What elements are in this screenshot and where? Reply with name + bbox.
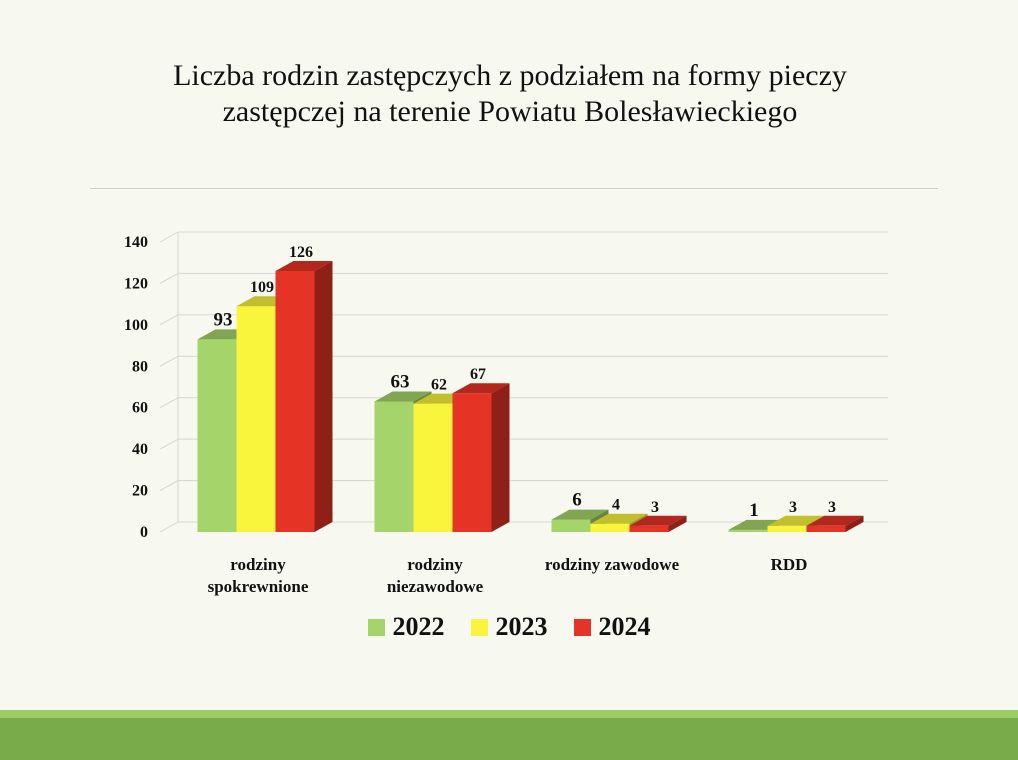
bar (236, 306, 276, 532)
bar-top-face (452, 383, 510, 394)
bar (728, 529, 768, 532)
legend-swatch (367, 618, 385, 636)
footer-band (0, 718, 1018, 760)
chart-title: Liczba rodzin zastępczych z podziałem na… (60, 58, 960, 130)
legend-swatch (470, 618, 488, 636)
data-label: 63 (391, 372, 410, 393)
data-label: 3 (828, 499, 836, 516)
data-label: 109 (250, 279, 274, 296)
title-divider (90, 188, 938, 189)
gridline-depth-3 (159, 397, 179, 409)
bar-chart: 0 20 40 60 80 100 120 140 93 109 126 rodziny spokrew… (124, 231, 888, 596)
gridline-depth-5 (159, 314, 179, 326)
gridline-depth-4 (159, 355, 179, 367)
category-label: rodziny (407, 555, 463, 574)
bar (275, 271, 315, 532)
data-label: 6 (572, 490, 582, 511)
chart-title-line-1: Liczba rodzin zastępczych z podziałem na… (173, 59, 847, 92)
category-label: rodziny zawodowe (545, 555, 680, 574)
bar (452, 393, 492, 532)
y-tick-label: 120 (124, 275, 148, 292)
data-label: 3 (789, 499, 797, 516)
category-label: niezawodowe (387, 577, 484, 596)
bar-top-face (374, 391, 432, 402)
category-label: rodziny (230, 555, 286, 574)
legend-item: 2024 (573, 612, 651, 642)
gridline-depth-7 (159, 231, 179, 243)
y-tick-label: 100 (124, 317, 148, 334)
chart-title-line-2: zastępczej na terenie Powiatu Bolesławie… (222, 95, 798, 128)
data-label: 4 (612, 497, 620, 514)
bar-side-face (668, 515, 687, 532)
bar (374, 401, 414, 532)
bar (590, 523, 630, 532)
gridline-depth-6 (159, 272, 179, 284)
legend-label: 2023 (495, 612, 548, 641)
bar-top-face (590, 513, 648, 524)
gridline-depth-1 (159, 480, 179, 492)
y-tick-label: 80 (132, 358, 148, 375)
legend-label: 2024 (598, 612, 651, 641)
gridline-depth-0 (159, 521, 179, 533)
bar (767, 525, 807, 532)
data-label: 3 (651, 499, 659, 516)
y-tick-label: 40 (132, 441, 148, 458)
bar-side-face (314, 261, 333, 532)
bar (197, 339, 237, 532)
data-label: 67 (470, 366, 486, 383)
bar-top-face (629, 515, 687, 526)
legend-label: 2022 (392, 612, 445, 641)
y-tick-label: 140 (124, 234, 148, 251)
legend-item: 2022 (367, 612, 445, 642)
bar-top-face (806, 515, 864, 526)
bar-side-face (491, 383, 510, 532)
legend-item: 2023 (470, 612, 548, 642)
bar-top-face (551, 509, 609, 520)
data-label: 126 (289, 244, 313, 261)
category-label: RDD (771, 555, 808, 574)
data-label: 93 (214, 309, 233, 330)
data-label: 62 (431, 377, 447, 394)
bar-top-face (275, 261, 333, 271)
legend-swatch (573, 618, 591, 636)
footer-band-light (0, 710, 1018, 718)
bar (551, 519, 591, 532)
y-tick-label: 0 (140, 524, 148, 541)
gridline-depth-2 (159, 438, 179, 450)
y-tick-label: 20 (132, 483, 148, 500)
bar-top-face (767, 515, 825, 526)
bar-side-face (845, 515, 864, 532)
bar (413, 403, 453, 532)
chart-legend: 2022 2023 2024 (0, 612, 1018, 642)
y-tick-label: 60 (132, 400, 148, 417)
bar (629, 525, 669, 532)
bar (806, 525, 846, 532)
data-label: 1 (749, 500, 759, 521)
category-label: spokrewnione (208, 577, 309, 596)
